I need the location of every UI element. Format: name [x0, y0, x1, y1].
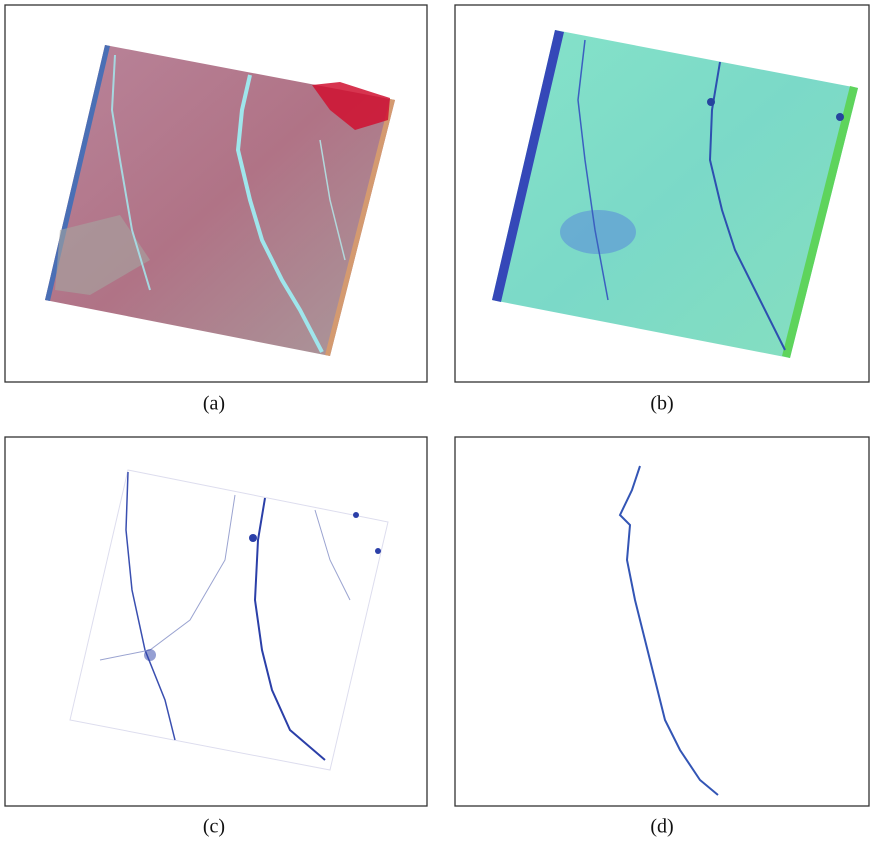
panel-frame — [5, 437, 427, 806]
water-body — [836, 113, 844, 121]
water-body — [249, 534, 257, 542]
panel-a — [5, 5, 427, 382]
panel-label: (b) — [650, 393, 673, 415]
panel-b — [455, 5, 869, 382]
panel-label: (a) — [203, 393, 225, 415]
water-body — [707, 98, 715, 106]
panel-frame — [455, 437, 869, 806]
figure: (a) (b) (c) (d) — [0, 0, 871, 844]
panel-d — [455, 437, 869, 806]
water-body — [144, 649, 156, 661]
panel-label: (c) — [203, 816, 225, 838]
panel-c — [5, 437, 427, 806]
panel-label: (d) — [650, 816, 673, 838]
water-body — [353, 512, 359, 518]
water-body — [375, 548, 381, 554]
